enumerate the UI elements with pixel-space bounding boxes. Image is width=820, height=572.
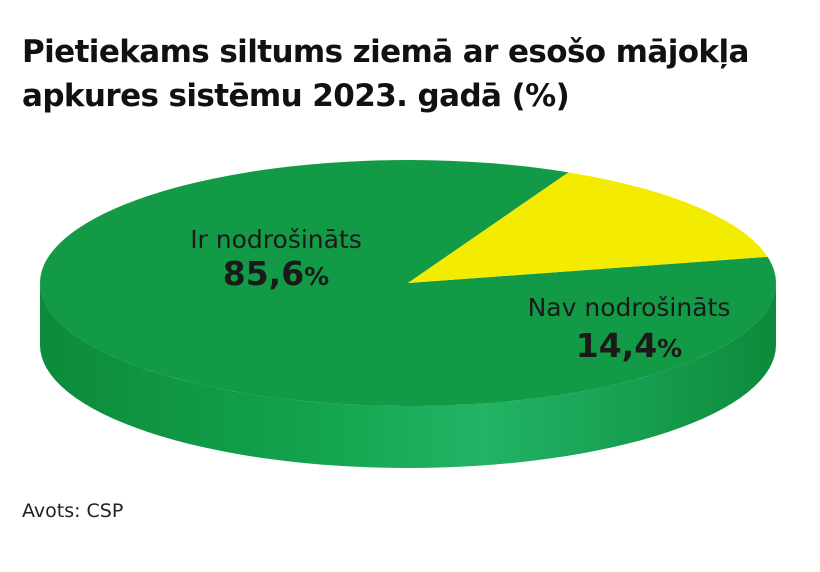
slice-value-ir-nodrosinats: 85,6% [223,254,329,293]
chart-title: Pietiekams siltums ziemā ar esošo mājokļ… [22,34,749,114]
slice-label-ir-nodrosinats: Ir nodrošināts [190,225,362,254]
slice-value-nav-nodrosinats: 14,4% [576,326,682,365]
pie-side-ir-nodrosinats [40,283,776,468]
source-note: Avots: CSP [22,500,124,522]
slice-label-nav-nodrosinats: Nav nodrošināts [528,293,731,322]
pie-slice-nav-nodrosinats [408,172,768,283]
